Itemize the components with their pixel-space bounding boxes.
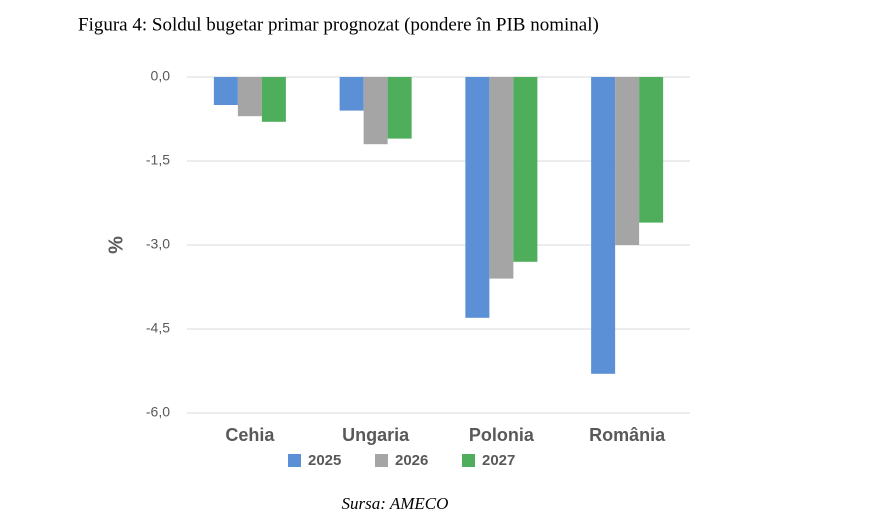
y-axis-label: % bbox=[105, 236, 127, 254]
source: Sursa: AMECO bbox=[342, 494, 449, 513]
bar bbox=[615, 77, 640, 245]
bar bbox=[489, 77, 514, 279]
bar bbox=[465, 77, 490, 318]
x-tick-label: Polonia bbox=[469, 425, 535, 445]
bar bbox=[237, 77, 262, 117]
legend-label: 2026 bbox=[395, 452, 428, 469]
legend-swatch bbox=[375, 454, 388, 467]
legend-swatch bbox=[462, 454, 475, 467]
x-tick-label: România bbox=[589, 425, 666, 445]
y-tick-label: -6,0 bbox=[146, 404, 170, 420]
bar bbox=[639, 77, 664, 223]
y-tick-label: -1,5 bbox=[146, 152, 170, 168]
legend-label: 2027 bbox=[482, 452, 515, 469]
bar bbox=[339, 77, 364, 111]
y-tick-label: -4,5 bbox=[146, 320, 170, 336]
x-tick-label: Ungaria bbox=[342, 425, 410, 445]
bar bbox=[513, 77, 538, 262]
bar bbox=[261, 77, 286, 122]
legend-swatch bbox=[288, 454, 301, 467]
y-tick-label: 0,0 bbox=[151, 68, 171, 84]
x-tick-label: Cehia bbox=[225, 425, 275, 445]
legend-label: 2025 bbox=[308, 452, 341, 469]
bar bbox=[363, 77, 388, 145]
bar bbox=[591, 77, 616, 374]
chart-title: Figura 4: Soldul bugetar primar prognoza… bbox=[78, 14, 599, 35]
bar bbox=[213, 77, 238, 105]
y-tick-label: -3,0 bbox=[146, 236, 170, 252]
bar bbox=[387, 77, 412, 139]
